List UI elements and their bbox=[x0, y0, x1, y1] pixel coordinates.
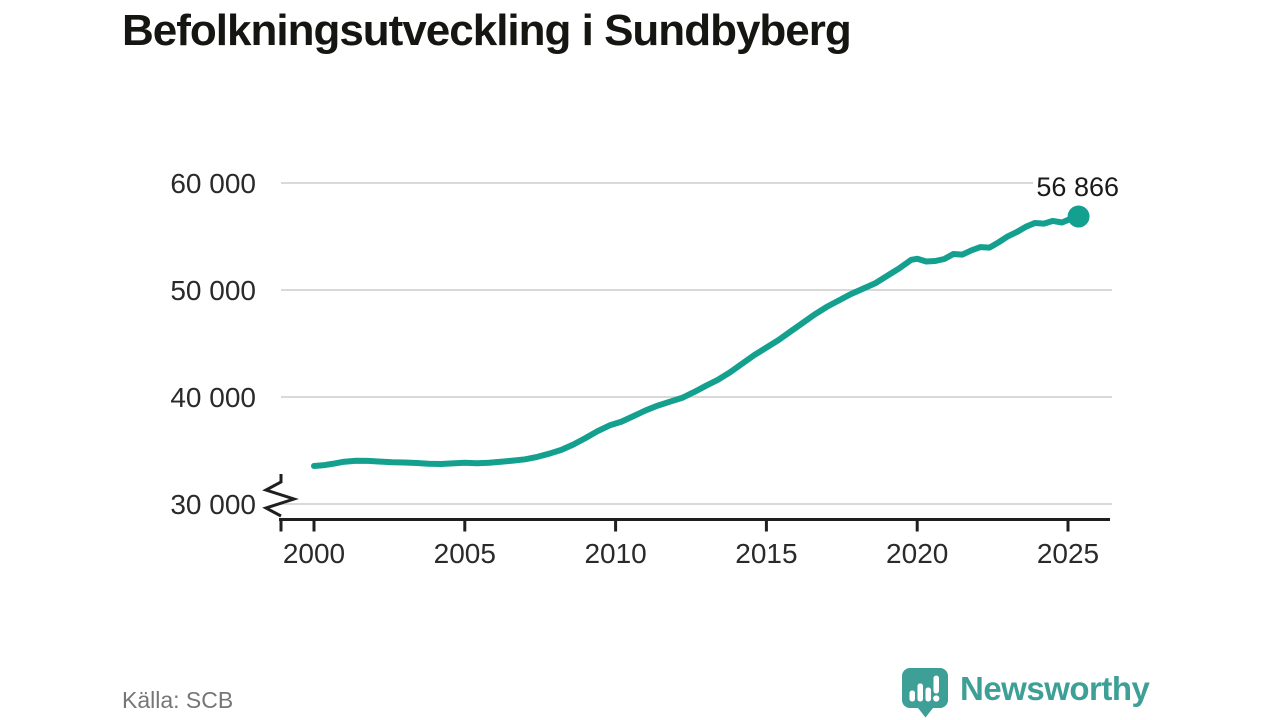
x-tick-label-2010: 2010 bbox=[584, 538, 646, 569]
newsworthy-speech-bubble-barchart-icon bbox=[902, 668, 948, 718]
x-tick-label-2000: 2000 bbox=[283, 538, 345, 569]
source-label: Källa: SCB bbox=[122, 687, 234, 713]
bar-tall bbox=[917, 683, 923, 702]
exclamation-bar bbox=[933, 675, 939, 694]
exclamation-dot bbox=[933, 695, 940, 702]
end-point-dot bbox=[1067, 205, 1090, 228]
y-tick-label-30000: 30 000 bbox=[170, 489, 256, 520]
bar-medium bbox=[925, 687, 931, 702]
population-line-series bbox=[311, 213, 1082, 469]
newsworthy-logo-link[interactable]: Newsworthy bbox=[897, 660, 1150, 718]
x-tick-label-2025: 2025 bbox=[1037, 538, 1099, 569]
y-axis-break-icon bbox=[262, 474, 299, 518]
y-tick-label-60000: 60 000 bbox=[170, 168, 256, 199]
bar-short bbox=[909, 690, 915, 702]
page-title: Befolkningsutveckling i Sundbyberg bbox=[122, 6, 852, 55]
y-tick-label-40000: 40 000 bbox=[170, 382, 256, 413]
y-tick-label-50000: 50 000 bbox=[170, 275, 256, 306]
x-tick-label-2020: 2020 bbox=[886, 538, 948, 569]
last-value-label: 56 866 bbox=[1033, 172, 1122, 202]
x-tick-label-2015: 2015 bbox=[735, 538, 797, 569]
x-tick-label-2005: 2005 bbox=[434, 538, 496, 569]
speech-bubble-shape bbox=[902, 668, 948, 718]
newsworthy-wordmark: Newsworthy bbox=[960, 670, 1150, 707]
